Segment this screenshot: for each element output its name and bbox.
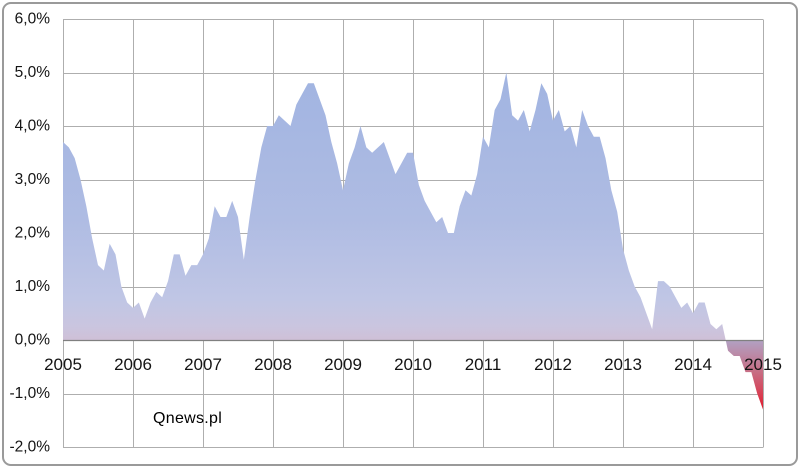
watermark: Qnews.pl (153, 410, 223, 427)
x-axis-tick-label: 2015 (744, 355, 782, 374)
y-axis-tick-label: 5,0% (15, 64, 51, 81)
area-series-positive (63, 72, 763, 340)
y-axis-tick-label: 0,0% (15, 332, 51, 349)
x-axis-tick-label: 2009 (324, 355, 362, 374)
x-axis-tick-label: 2006 (114, 355, 152, 374)
y-axis-tick-label: 2,0% (15, 225, 51, 242)
x-axis-tick-label: 2007 (184, 355, 222, 374)
x-axis-tick-label: 2008 (254, 355, 292, 374)
y-axis-tick-label: 1,0% (15, 278, 51, 295)
y-axis-tick-label: 6,0% (15, 11, 51, 28)
x-axis-tick-label: 2013 (604, 355, 642, 374)
y-axis-tick-label: 3,0% (15, 171, 51, 188)
x-axis-tick-label: 2005 (44, 355, 82, 374)
x-axis-tick-label: 2010 (394, 355, 432, 374)
x-axis-tick-label: 2011 (465, 355, 502, 374)
y-axis-tick-label: -1,0% (10, 385, 51, 402)
y-axis-tick-label: -2,0% (10, 439, 51, 456)
x-axis-tick-label: 2012 (534, 355, 572, 374)
y-axis-tick-label: 4,0% (15, 118, 51, 135)
x-axis-tick-label: 2014 (674, 355, 712, 374)
